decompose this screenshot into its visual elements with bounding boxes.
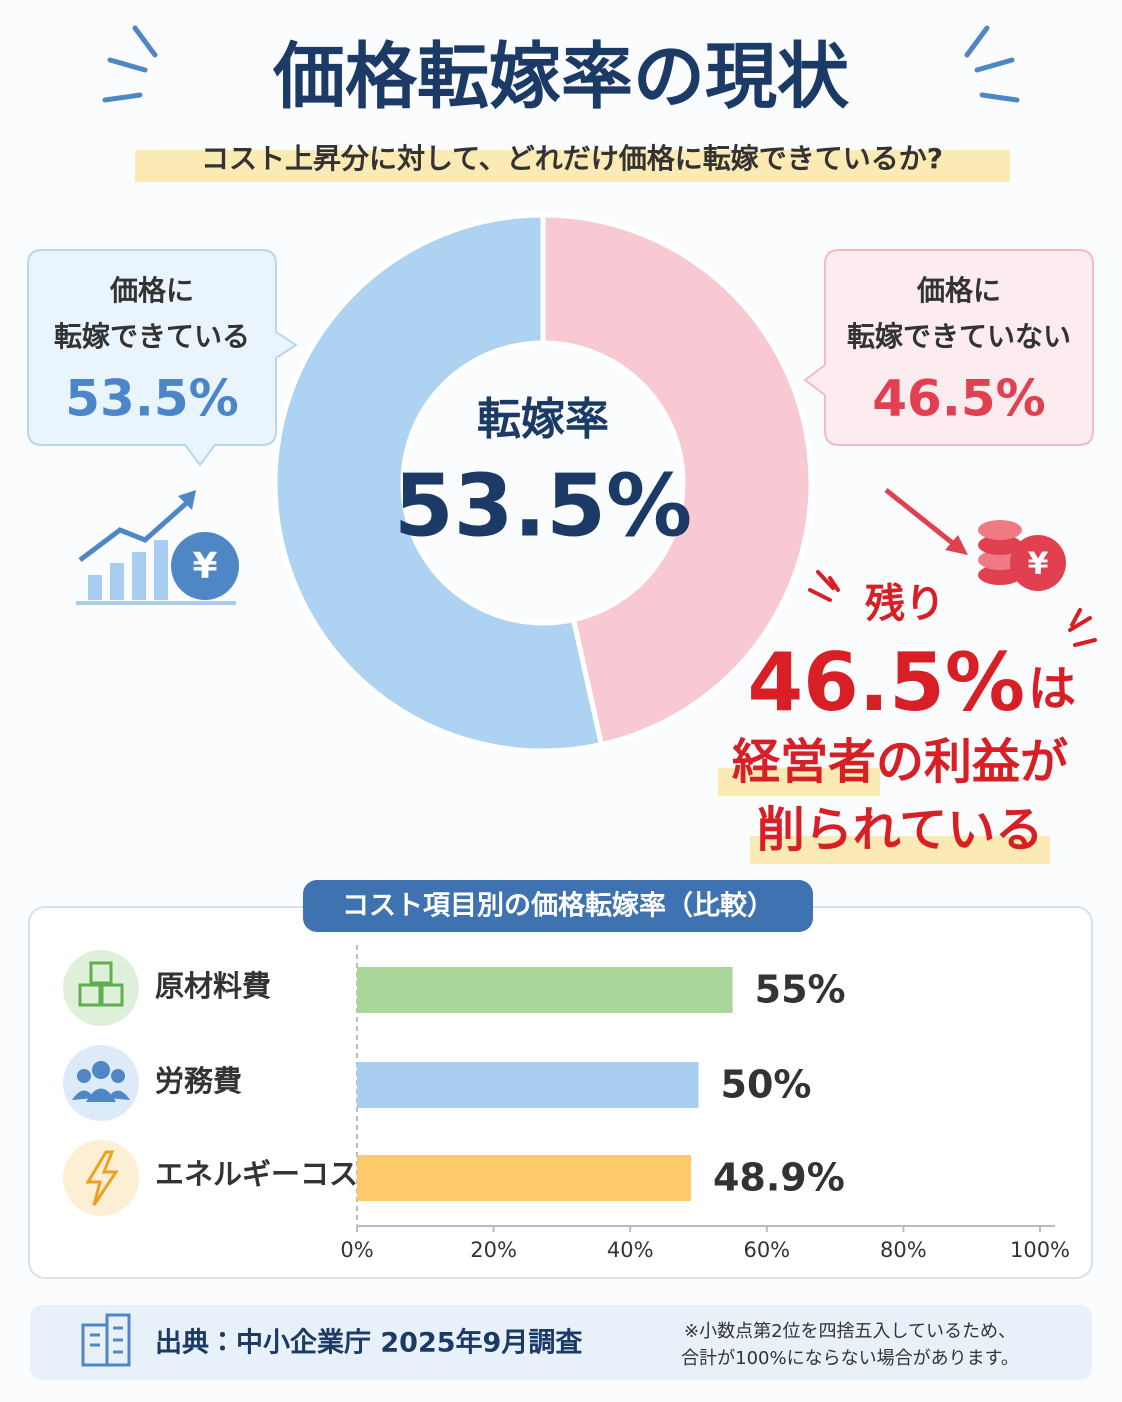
bar-value-label: 48.9% — [713, 1156, 845, 1200]
subtitle-highlight — [135, 150, 1010, 182]
category-label: 原材料費 — [155, 969, 271, 1003]
footer-box — [30, 1305, 1092, 1380]
building-icon — [81, 1313, 131, 1367]
title-decoration — [102, 25, 1020, 103]
bar-value-label: 50% — [721, 1063, 812, 1107]
callout-value: 46.5% — [872, 370, 1045, 428]
page-title: 価格転嫁率の現状 — [272, 35, 850, 119]
callout-value: 53.5% — [65, 370, 238, 428]
subtitle: コスト上昇分に対して、どれだけ価格に転嫁できているか? — [201, 142, 943, 175]
annotation-value: 46.5% — [747, 636, 1025, 729]
callout-category: 価格に 転嫁できていない — [846, 274, 1071, 353]
x-tick-label: 100% — [1010, 1238, 1070, 1262]
callout-left — [27, 249, 298, 467]
annotation-line: 削られている — [757, 802, 1044, 858]
x-tick-label: 20% — [470, 1238, 517, 1262]
center-value: 53.5% — [394, 456, 692, 556]
center-label: 転嫁率 — [477, 394, 609, 445]
category-icon — [63, 1140, 139, 1216]
annotation-line: 経営者の利益が — [732, 734, 1068, 790]
svg-text:¥: ¥ — [192, 546, 217, 587]
donut-segment — [272, 212, 605, 754]
callout-category: 価格に 転嫁できている — [53, 274, 250, 353]
bar — [357, 1062, 699, 1108]
bar — [357, 1155, 691, 1201]
annotation-decoration — [808, 570, 1097, 647]
growth-icon: ¥ — [76, 490, 239, 605]
x-tick-label: 0% — [340, 1238, 373, 1262]
bar-chart-title: コスト項目別の価格転嫁率（比較） — [342, 891, 774, 922]
loss-icon: ¥ — [884, 488, 1066, 591]
annotation-highlight — [750, 836, 1050, 864]
donut-segment — [540, 212, 814, 748]
bar — [357, 967, 733, 1013]
footer-note: ※小数点第2位を四捨五入しているため、 合計が100%にならない場合があります。 — [681, 1321, 1019, 1369]
x-tick-label: 80% — [880, 1238, 927, 1262]
svg-text:¥: ¥ — [1028, 547, 1049, 582]
bar-title-pill — [303, 880, 813, 932]
bar-value-label: 55% — [755, 968, 846, 1012]
annotation-lead: 残り — [864, 581, 945, 627]
annotation-highlight — [718, 768, 880, 796]
category-label: 労務費 — [155, 1064, 242, 1098]
annotation-suffix: は — [1028, 661, 1076, 717]
category-label: エネルギーコスト — [155, 1157, 387, 1191]
x-tick-label: 60% — [743, 1238, 790, 1262]
category-icon — [63, 1045, 139, 1121]
callout-right — [803, 249, 1094, 446]
footer-source: 出典：中小企業庁 2025年9月調査 — [155, 1327, 582, 1359]
x-tick-label: 40% — [607, 1238, 654, 1262]
category-icon — [63, 950, 139, 1026]
